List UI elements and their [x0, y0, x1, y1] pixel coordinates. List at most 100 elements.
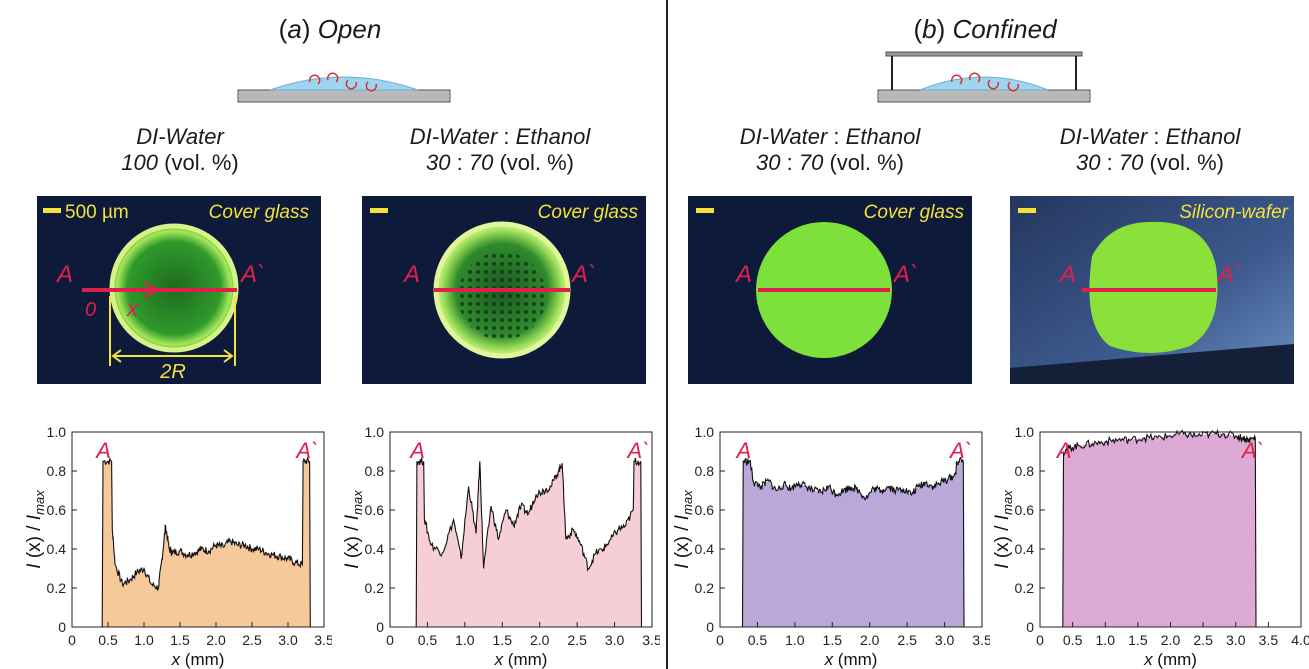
x-tick-label: 0.5 [98, 632, 118, 648]
intensity-chart-4: 0 0.2 0.4 0.6 0.8 1.0 0 0.5 1.0 1.5 2.0 2.5 3.0 3.5 4.… [992, 424, 1309, 669]
y-tick-label: 1.0 [1015, 424, 1035, 440]
x-tick-label: 1.5 [493, 632, 513, 648]
label-a-left: A [55, 261, 73, 288]
marker-left: A [94, 438, 111, 463]
y-axis-title: I (x) / Imax [24, 490, 47, 569]
x-tick-label: 2.5 [242, 632, 262, 648]
y-tick-label: 0.2 [47, 580, 67, 596]
plot-frame [719, 431, 983, 628]
y-tick-label: 0.4 [1015, 541, 1035, 557]
substrate-label: Cover glass [538, 202, 639, 223]
x-tick-label: 2.0 [206, 632, 226, 648]
scale-bar-label: 500 µm [65, 202, 129, 223]
profile-area [416, 461, 642, 627]
x-tick-label: 0.5 [748, 632, 768, 648]
y-tick-label: 0.8 [1015, 463, 1035, 479]
x-tick-label: 3.0 [935, 632, 955, 648]
y-axis-title: I (x) / Imax [342, 490, 365, 569]
x-axis-label: x [126, 296, 139, 321]
x-axis-title: x (mm) [171, 650, 225, 669]
x-tick-label: 3.0 [605, 632, 625, 648]
x-tick-label: 1.0 [134, 632, 154, 648]
schematic-confined-droplet [877, 51, 1091, 103]
plot-frame [389, 431, 653, 628]
x-tick-label: 4.0 [1291, 632, 1309, 648]
x-tick-label: 0.5 [418, 632, 438, 648]
x-tick-label: 1.0 [785, 632, 805, 648]
profile-line [741, 456, 965, 628]
substrate-label: Cover glass [209, 202, 310, 223]
y-tick-label: 0.8 [365, 463, 385, 479]
y-tick-label: 0 [58, 619, 66, 635]
y-tick-label: 0.6 [365, 502, 385, 518]
profile-line [101, 455, 311, 628]
intensity-chart-1: 0 0.2 0.4 0.6 0.8 1.0 0 0.5 1.0 1.5 2.0 2.5 3.0 3.5 x … [24, 424, 332, 669]
condition-label-2: DI-Water : Ethanol 30 : 70 (vol. %) [409, 124, 591, 175]
x-tick-label: 0 [1036, 632, 1044, 648]
profile-line [415, 457, 643, 628]
panel-divider [666, 0, 668, 669]
x-tick-label: 1.5 [823, 632, 843, 648]
x-axis-title: x (mm) [494, 650, 548, 669]
y-tick-label: 0.2 [1015, 580, 1035, 596]
substrate-label: Cover glass [864, 202, 965, 223]
y-tick-label: 0.4 [365, 541, 385, 557]
x-tick-label: 3.5 [314, 632, 332, 648]
x-tick-label: 3.5 [1259, 632, 1279, 648]
x-tick-label: 2.5 [567, 632, 587, 648]
marker-left: A [408, 438, 425, 463]
y-tick-label: 0.6 [695, 502, 715, 518]
profile-line [1062, 428, 1257, 628]
diameter-label: 2R [159, 361, 186, 383]
schematic-open-droplet [237, 72, 451, 103]
x-tick-label: 2.5 [1193, 632, 1213, 648]
profile-area [1062, 433, 1256, 627]
y-tick-label: 1.0 [695, 424, 715, 440]
y-tick-label: 0.6 [1015, 502, 1035, 518]
label-a-right: A` [570, 261, 596, 288]
fluorescence-image-2: Cover glass A A` [362, 196, 646, 384]
fluorescence-image-4: Silicon-wafer A A` [1010, 196, 1294, 384]
y-tick-label: 0.2 [695, 580, 715, 596]
x-axis-title: x (mm) [1143, 650, 1197, 669]
y-tick-label: 0 [376, 619, 384, 635]
marker-right: A` [294, 438, 318, 463]
x-tick-label: 1.0 [1096, 632, 1116, 648]
x-tick-label: 1.5 [1128, 632, 1148, 648]
y-tick-label: 0.2 [365, 580, 385, 596]
panel-title-b: (b) Confined [913, 14, 1057, 44]
x-tick-label: 1.0 [455, 632, 475, 648]
x-tick-label: 3.5 [642, 632, 660, 648]
y-tick-label: 0 [1026, 619, 1034, 635]
x-tick-label: 2.5 [897, 632, 917, 648]
y-tick-label: 1.0 [365, 424, 385, 440]
label-a-left: A [734, 261, 752, 288]
x-tick-label: 3.5 [972, 632, 990, 648]
y-tick-label: 1.0 [47, 424, 67, 440]
label-a-right: A` [1216, 261, 1242, 288]
marker-left: A [1055, 438, 1072, 463]
y-tick-label: 0.4 [695, 541, 715, 557]
marker-right: A` [626, 438, 650, 463]
y-tick-label: 0.6 [47, 502, 67, 518]
y-axis-title: I (x) / Imax [672, 490, 695, 569]
x-tick-label: 3.0 [1226, 632, 1246, 648]
profile-area [742, 461, 964, 627]
y-tick-label: 0 [706, 619, 714, 635]
label-a-right: A` [892, 261, 918, 288]
x-tick-label: 0.5 [1063, 632, 1083, 648]
label-a-left: A [1058, 261, 1076, 288]
profile-area [102, 461, 311, 627]
label-a-left: A [402, 261, 420, 288]
substrate-label: Silicon-wafer [1179, 202, 1288, 223]
y-axis-title: I (x) / Imax [992, 490, 1015, 569]
x-axis-title: x (mm) [824, 650, 878, 669]
x-tick-label: 3.0 [278, 632, 298, 648]
marker-left: A [734, 438, 751, 463]
x-tick-label: 0 [386, 632, 394, 648]
y-tick-label: 0.4 [47, 541, 67, 557]
plot-frame [71, 431, 325, 628]
marker-right: A` [1240, 438, 1264, 463]
condition-label-4: DI-Water : Ethanol 30 : 70 (vol. %) [1059, 124, 1241, 175]
origin-label: 0 [85, 299, 96, 321]
